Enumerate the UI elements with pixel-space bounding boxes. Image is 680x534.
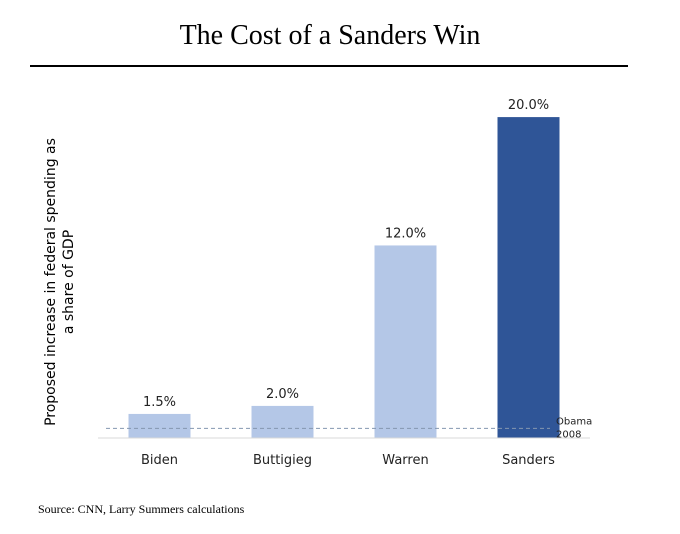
value-label-warren: 12.0%: [385, 226, 426, 241]
value-label-buttigieg: 2.0%: [266, 387, 299, 402]
bar-warren: [374, 245, 437, 438]
category-label-buttigieg: Buttigieg: [253, 453, 312, 468]
category-label-warren: Warren: [382, 453, 428, 468]
value-label-biden: 1.5%: [143, 395, 176, 410]
reference-label: Obama: [556, 416, 592, 427]
category-label-sanders: Sanders: [502, 453, 555, 468]
title-rule: [30, 65, 628, 67]
bar-buttigieg: [251, 405, 314, 438]
reference-label-year: 2008: [556, 429, 581, 440]
chart-title: The Cost of a Sanders Win: [179, 20, 481, 51]
source-note: Source: CNN, Larry Summers calculations: [38, 502, 245, 516]
bar-biden: [128, 413, 191, 438]
value-label-sanders: 20.0%: [508, 98, 549, 113]
category-label-biden: Biden: [141, 453, 178, 468]
bar-sanders: [497, 117, 560, 438]
